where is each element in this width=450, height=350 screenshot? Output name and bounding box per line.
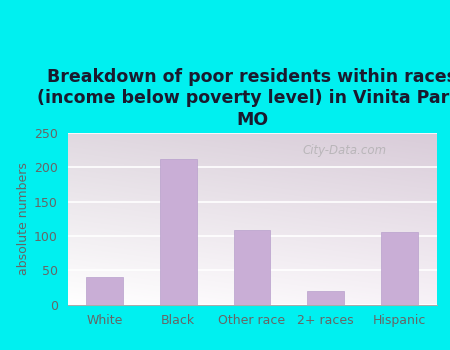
Bar bbox=[86, 277, 123, 304]
Y-axis label: absolute numbers: absolute numbers bbox=[17, 162, 30, 275]
Bar bbox=[160, 159, 197, 304]
Title: Breakdown of poor residents within races
(income below poverty level) in Vinita : Breakdown of poor residents within races… bbox=[37, 68, 450, 129]
Bar bbox=[234, 230, 270, 304]
Bar bbox=[381, 232, 418, 304]
Text: City-Data.com: City-Data.com bbox=[302, 144, 386, 157]
Bar bbox=[307, 291, 344, 304]
